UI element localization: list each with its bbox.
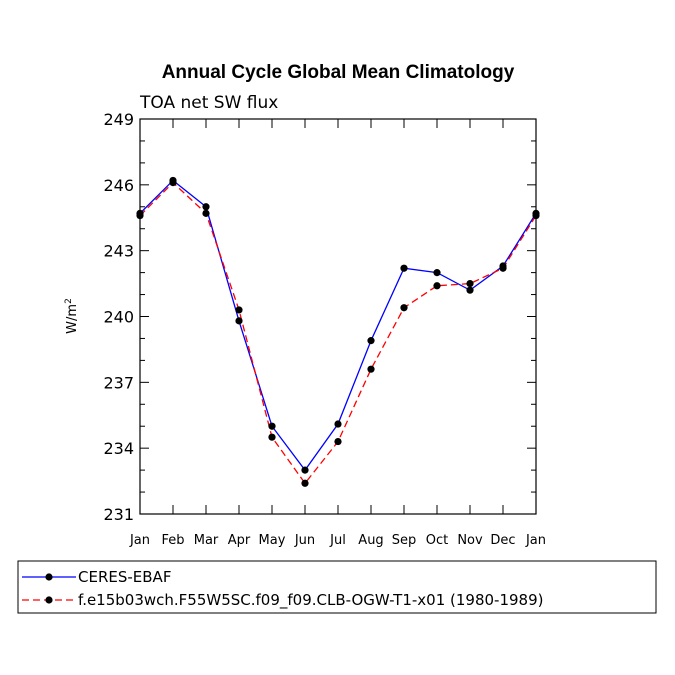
x-tick-label: Jul <box>329 533 346 548</box>
data-point <box>235 317 243 325</box>
y-tick-label: 243 <box>103 242 134 261</box>
x-tick-label: Jun <box>294 533 315 548</box>
x-tick-label: Apr <box>228 533 251 548</box>
x-tick-label: May <box>259 533 286 548</box>
data-point <box>202 209 210 217</box>
data-point <box>367 337 375 345</box>
data-point <box>268 433 276 441</box>
data-point <box>301 466 309 474</box>
chart-title: Annual Cycle Global Mean Climatology <box>162 62 515 83</box>
x-tick-label: Nov <box>457 533 483 548</box>
data-point <box>367 365 375 373</box>
legend: CERES-EBAF f.e15b03wch.F55W5SC.f09_f09.CL… <box>17 560 657 614</box>
data-point <box>499 264 507 272</box>
y-axis-label: W/m2 <box>64 298 80 334</box>
data-point <box>235 306 243 314</box>
y-tick-label: 249 <box>103 110 134 129</box>
series <box>136 176 540 487</box>
y-axis-label-text: W/m <box>65 304 80 334</box>
legend-marker <box>45 573 53 581</box>
legend-box <box>17 560 657 614</box>
y-tick-label: 240 <box>103 308 134 327</box>
legend-marker <box>45 596 53 604</box>
y-tick-label: 231 <box>103 505 134 524</box>
data-point <box>136 211 144 220</box>
x-tick-label: Jan <box>129 533 150 548</box>
x-tick-label: Jan <box>525 533 546 548</box>
svg-text:W/m2: W/m2 <box>64 298 80 334</box>
data-point <box>400 304 408 312</box>
data-point <box>466 286 474 294</box>
data-point <box>202 203 210 211</box>
y-tick-label: 246 <box>103 176 134 195</box>
x-tick-label: Aug <box>358 533 383 548</box>
plot-frame <box>139 118 537 515</box>
data-point <box>169 179 177 187</box>
y-tick-label: 234 <box>103 439 134 458</box>
data-point <box>268 422 276 430</box>
chart-subtitle: TOA net SW flux <box>139 93 278 113</box>
data-point <box>334 437 342 446</box>
data-point <box>466 279 474 288</box>
data-point <box>334 420 342 428</box>
x-tick-label: Mar <box>194 533 219 548</box>
legend-label: CERES-EBAF <box>78 568 171 586</box>
x-tick-label: Oct <box>426 533 448 548</box>
x-tick-label: Feb <box>161 533 184 548</box>
axes <box>139 118 537 515</box>
x-tick-label: Dec <box>490 533 515 548</box>
legend-label: f.e15b03wch.F55W5SC.f09_f09.CLB-OGW-T1-x… <box>78 591 543 610</box>
data-point <box>400 264 408 272</box>
x-ticks: Jan Feb Mar Apr May Jun Jul Aug Sep Oct Nov Dec Jan <box>129 119 546 548</box>
data-point <box>532 211 540 220</box>
y-tick-label: 237 <box>103 373 134 392</box>
x-tick-label: Sep <box>392 533 417 548</box>
data-point <box>433 282 441 290</box>
y-ticks: 231 234 237 240 243 246 249 <box>103 110 536 524</box>
y-axis-label-superscript: 2 <box>64 298 74 304</box>
data-point <box>433 269 441 277</box>
data-point <box>301 479 309 487</box>
